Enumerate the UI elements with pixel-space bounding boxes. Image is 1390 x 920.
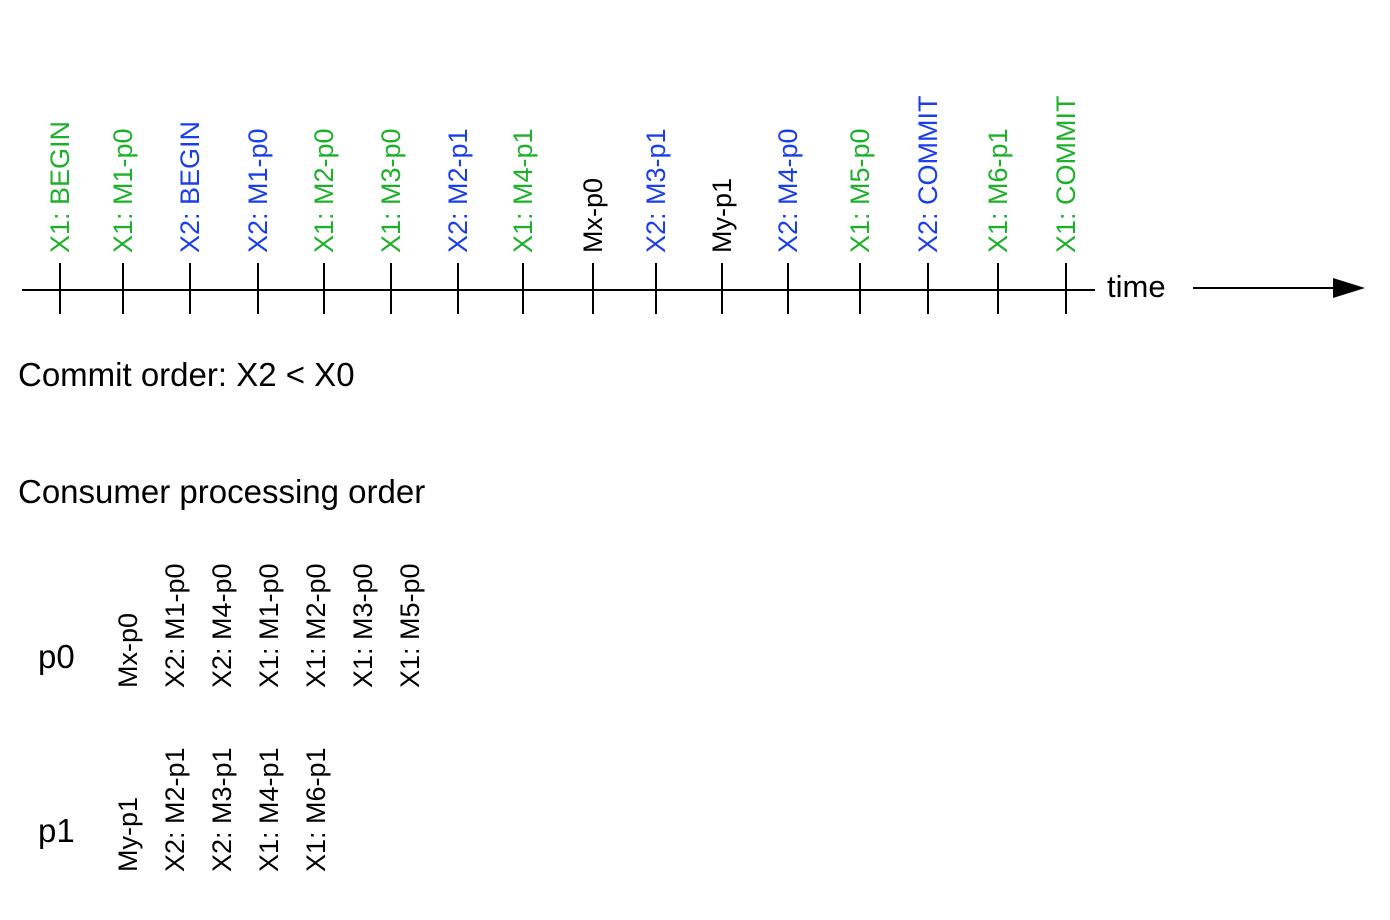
partition-p1-item: X1: M4-p1 (254, 747, 284, 872)
timeline-event-label: X2: M4-p0 (773, 128, 803, 253)
timeline-event-label: X1: M1-p0 (108, 128, 138, 253)
timeline-event-label: X1: M5-p0 (845, 128, 875, 253)
timeline-event-label: X1: BEGIN (45, 121, 75, 253)
timeline-event-label: Mx-p0 (578, 178, 608, 253)
commit-order-text: Commit order: X2 < X0 (18, 356, 355, 393)
partition-p0-item: X1: M2-p0 (301, 563, 331, 688)
partition-p1-item: X1: M6-p1 (301, 747, 331, 872)
time-axis-label: time (1107, 269, 1166, 304)
timeline-events: X1: BEGIN X1: M1-p0 X2: BEGIN X2: M1-p0 X1: … (45, 95, 1081, 314)
partition-p0-label: p0 (38, 638, 75, 675)
timeline-event-label: X2: M1-p0 (243, 128, 273, 253)
timeline-event-label: X1: M3-p0 (376, 128, 406, 253)
timeline-event-label: X2: M3-p1 (641, 128, 671, 253)
timeline-event-label: X1: M4-p1 (508, 128, 538, 253)
partition-p0-item: Mx-p0 (113, 613, 143, 688)
partition-p1-item: X2: M2-p1 (160, 747, 190, 872)
timeline-event-label: X2: BEGIN (175, 121, 205, 253)
partition-p0-item: X1: M3-p0 (348, 563, 378, 688)
partition-p0-item: X2: M1-p0 (160, 563, 190, 688)
timeline-event-label: My-p1 (707, 178, 737, 253)
partition-p1-item: X2: M3-p1 (207, 747, 237, 872)
timeline-event-label: X1: M2-p0 (309, 128, 339, 253)
timeline-event-label: X1: COMMIT (1051, 95, 1081, 253)
timeline-event-label: X1: M6-p1 (983, 128, 1013, 253)
timeline-event-label: X2: COMMIT (913, 95, 943, 253)
time-arrow-head-icon (1333, 278, 1365, 298)
partition-p0-item: X2: M4-p0 (207, 563, 237, 688)
partition-lanes: Mx-p0 X2: M1-p0 X2: M4-p0 X1: M1-p0 X1: M2-p… (113, 563, 425, 872)
partition-p1-label: p1 (38, 812, 75, 849)
partition-p0-item: X1: M5-p0 (395, 563, 425, 688)
partition-p1-item: My-p1 (113, 797, 143, 872)
partition-p0-item: X1: M1-p0 (254, 563, 284, 688)
timeline-event-label: X2: M2-p1 (443, 128, 473, 253)
consumer-processing-title: Consumer processing order (18, 473, 426, 510)
